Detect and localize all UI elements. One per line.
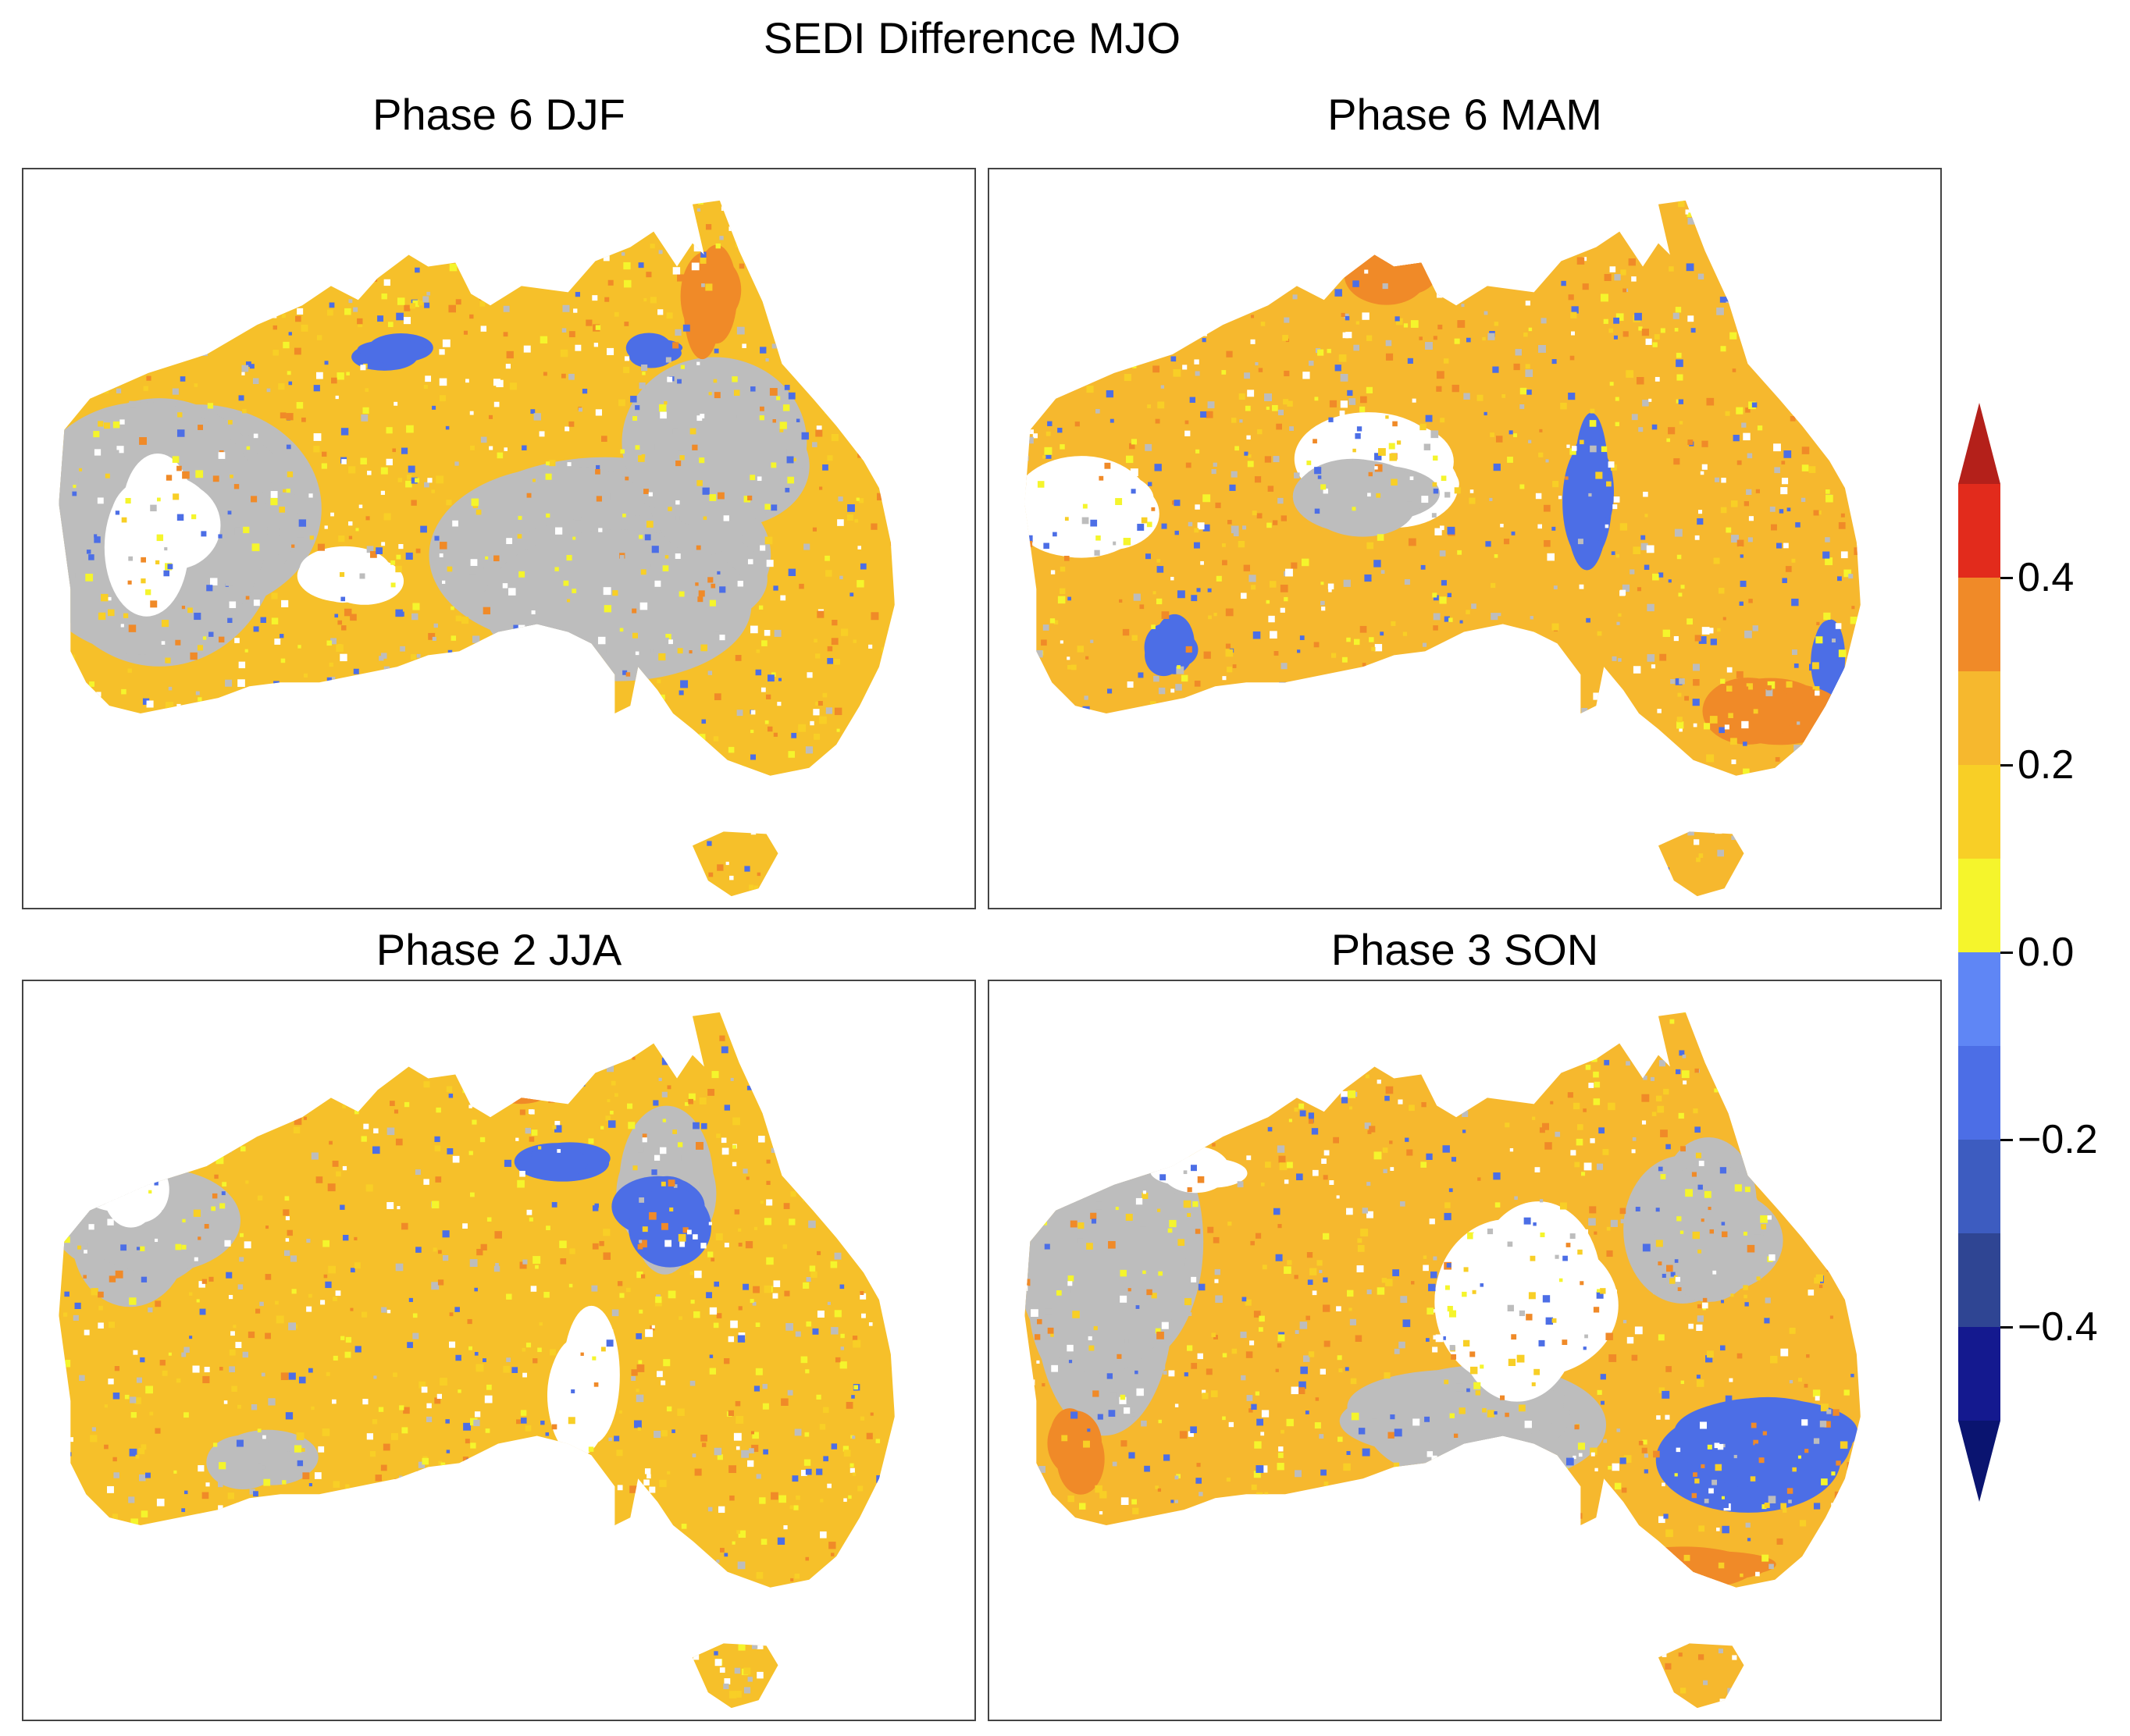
australia-map-phase6-djf — [59, 200, 895, 897]
australia-land — [59, 200, 895, 897]
colorbar-tick-mark — [2000, 1139, 2013, 1141]
map-panel-phase6-djf — [22, 168, 976, 909]
panel-title-phase2-jja: Phase 2 JJA — [376, 925, 622, 974]
colorbar-bin-4 — [1958, 952, 2000, 1046]
colorbar-under-triangle — [1958, 1421, 2000, 1502]
australia-map-phase6-mam — [1024, 200, 1861, 897]
australia-map-phase3-son — [1024, 1012, 1861, 1709]
colorbar — [1958, 403, 2000, 1502]
colorbar-bin-8 — [1958, 578, 2000, 671]
colorbar-bin-1 — [1958, 1233, 2000, 1327]
figure-title: SEDI Difference MJO — [763, 13, 1181, 62]
colorbar-tick-mark — [2000, 952, 2013, 954]
map-panel-phase3-son — [988, 980, 1942, 1721]
colorbar-tick-mark — [2000, 764, 2013, 767]
australia-land — [1024, 200, 1861, 897]
colorbar-over-triangle — [1958, 403, 2000, 484]
panel-title-phase3-son: Phase 3 SON — [1330, 925, 1599, 974]
colorbar-tick-mark — [2000, 1326, 2013, 1329]
colorbar-tick-mark — [2000, 577, 2013, 579]
australia-land — [59, 1012, 895, 1709]
colorbar-bin-6 — [1958, 765, 2000, 859]
australia-land — [1024, 1012, 1861, 1709]
colorbar-tick-label: −0.2 — [2018, 1117, 2098, 1162]
colorbar-tick-label: 0.0 — [2018, 930, 2075, 975]
colorbar-bin-2 — [1958, 1140, 2000, 1233]
map-panel-phase2-jja — [22, 980, 976, 1721]
colorbar-tick-label: 0.4 — [2018, 555, 2075, 600]
colorbar-bin-9 — [1958, 484, 2000, 578]
colorbar-tick-label: −0.4 — [2018, 1304, 2098, 1350]
colorbar-bin-5 — [1958, 859, 2000, 952]
colorbar-tick-label: 0.2 — [2018, 742, 2075, 788]
map-panel-phase6-mam — [988, 168, 1942, 909]
panel-title-phase6-mam: Phase 6 MAM — [1327, 90, 1602, 139]
australia-map-phase2-jja — [59, 1012, 895, 1709]
colorbar-bin-3 — [1958, 1046, 2000, 1140]
colorbar-bin-0 — [1958, 1327, 2000, 1421]
colorbar-bin-7 — [1958, 671, 2000, 765]
panel-title-phase6-djf: Phase 6 DJF — [372, 90, 625, 139]
